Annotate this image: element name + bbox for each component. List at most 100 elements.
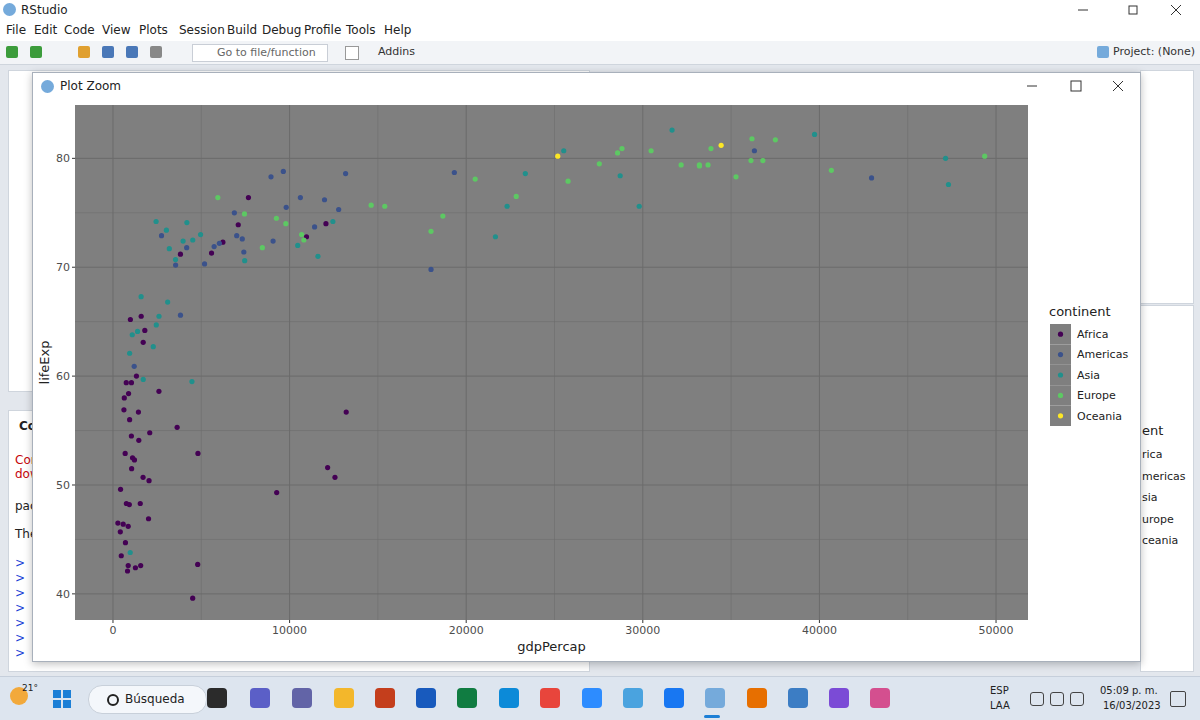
- point: [129, 380, 134, 385]
- point: [184, 220, 189, 225]
- point: [618, 173, 623, 178]
- point: [708, 146, 713, 151]
- point: [127, 502, 132, 507]
- point: [304, 234, 309, 239]
- clock-date[interactable]: 16/03/2023: [1103, 700, 1161, 711]
- taskbar-app[interactable]: [499, 688, 519, 708]
- legend-key: [1050, 344, 1071, 364]
- menu-item[interactable]: View: [102, 23, 130, 37]
- search-box[interactable]: Búsqueda: [88, 685, 207, 714]
- point: [136, 409, 141, 414]
- taskbar-app[interactable]: [540, 688, 560, 708]
- taskbar-app[interactable]: [375, 688, 395, 708]
- console-prompt: >: [15, 586, 25, 600]
- taskbar-app[interactable]: [705, 688, 725, 708]
- taskbar-app[interactable]: [623, 688, 643, 708]
- toolbar-icon[interactable]: [6, 46, 18, 58]
- point: [301, 237, 306, 242]
- point: [322, 197, 327, 202]
- y-tick-label: 50: [56, 479, 70, 492]
- y-tick-label: 80: [56, 152, 70, 165]
- goto-text[interactable]: Go to file/function: [217, 46, 316, 59]
- tray-icon[interactable]: [1070, 692, 1084, 706]
- legend-title: continent: [1049, 304, 1111, 319]
- clock-time[interactable]: 05:09 p. m.: [1100, 685, 1158, 696]
- toolbar-icon[interactable]: [102, 46, 114, 58]
- app-icon: [3, 3, 16, 16]
- addins-menu[interactable]: Addins: [378, 45, 415, 58]
- point: [514, 194, 519, 199]
- point: [315, 254, 320, 259]
- point: [175, 425, 180, 430]
- taskbar-app[interactable]: [788, 688, 808, 708]
- point: [274, 490, 279, 495]
- console-prompt: >: [15, 631, 25, 645]
- point: [299, 232, 304, 237]
- point: [124, 380, 129, 385]
- legend-fragment: rica: [1142, 448, 1162, 461]
- console-prompt: >: [15, 571, 25, 585]
- menu-item[interactable]: File: [6, 23, 26, 37]
- legend-key: [1050, 385, 1071, 405]
- close-button: [1171, 5, 1181, 15]
- point: [330, 219, 335, 224]
- taskbar-app[interactable]: [582, 688, 602, 708]
- menu-item[interactable]: Edit: [34, 23, 57, 37]
- menu-item[interactable]: Tools: [346, 23, 376, 37]
- layout-icon[interactable]: [345, 46, 359, 60]
- notifications[interactable]: [1170, 691, 1186, 707]
- menu-item[interactable]: Profile: [304, 23, 341, 37]
- toolbar-icon[interactable]: [78, 46, 90, 58]
- toolbar-icon[interactable]: [30, 46, 42, 58]
- taskbar-app[interactable]: [870, 688, 890, 708]
- legend-fragment: ceania: [1142, 534, 1178, 547]
- point: [325, 465, 330, 470]
- start-button[interactable]: [53, 690, 71, 708]
- taskbar-app[interactable]: [416, 688, 436, 708]
- y-tick: [72, 593, 75, 594]
- start-logo-part: [53, 700, 61, 708]
- files-pane: entricamericassiauropeceania: [1140, 305, 1194, 672]
- taskbar-app[interactable]: [292, 688, 312, 708]
- point: [132, 364, 137, 369]
- goto-box[interactable]: Go to file/function: [192, 44, 328, 62]
- legend-marker: [1058, 372, 1063, 377]
- point: [705, 162, 710, 167]
- menu-item[interactable]: Plots: [139, 23, 168, 37]
- point: [298, 195, 303, 200]
- project-menu[interactable]: Project: (None): [1113, 45, 1195, 58]
- menu-item[interactable]: Code: [64, 23, 95, 37]
- taskbar-app[interactable]: [664, 688, 684, 708]
- toolbar-icon[interactable]: [150, 46, 162, 58]
- menu-item[interactable]: Build: [227, 23, 257, 37]
- menu-item[interactable]: Help: [384, 23, 411, 37]
- point: [121, 407, 126, 412]
- point: [126, 391, 131, 396]
- taskbar-app[interactable]: [207, 688, 227, 708]
- point: [619, 146, 624, 151]
- point: [869, 175, 874, 180]
- taskbar-app[interactable]: [747, 688, 767, 708]
- taskbar-app[interactable]: [829, 688, 849, 708]
- legend-fragment: urope: [1142, 513, 1174, 526]
- tray-icon[interactable]: [1030, 692, 1044, 706]
- point: [147, 430, 152, 435]
- x-tick-label: 10000: [272, 624, 307, 637]
- y-tick: [72, 484, 75, 485]
- keyboard-layout[interactable]: LAA: [990, 700, 1010, 711]
- tray-icon[interactable]: [1050, 692, 1064, 706]
- language[interactable]: ESP: [990, 685, 1009, 696]
- x-tick: [466, 620, 467, 623]
- search-text[interactable]: Búsqueda: [125, 692, 185, 706]
- menu-item[interactable]: Debug: [262, 23, 301, 37]
- toolbar-icon[interactable]: [126, 46, 138, 58]
- point: [151, 344, 156, 349]
- menu-item[interactable]: Session: [179, 23, 225, 37]
- taskbar-app[interactable]: [250, 688, 270, 708]
- point: [133, 565, 138, 570]
- point: [697, 162, 702, 167]
- point: [190, 237, 195, 242]
- taskbar-app[interactable]: [334, 688, 354, 708]
- taskbar-app[interactable]: [457, 688, 477, 708]
- minor-grid: [907, 105, 908, 620]
